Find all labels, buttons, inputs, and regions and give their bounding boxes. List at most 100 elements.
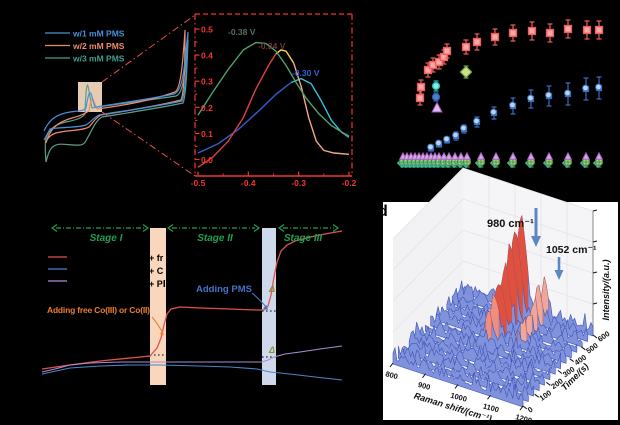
triangle-marker <box>544 151 554 160</box>
legend-a-label-3: w/3 mM PMS <box>72 54 125 64</box>
inset-xtick-label: -0.5 <box>191 178 206 188</box>
triangle-marker <box>594 151 604 160</box>
triangle-marker <box>439 151 449 160</box>
time-tick <box>592 334 598 339</box>
waterfall-row <box>441 284 572 359</box>
pink-square <box>472 37 482 47</box>
intensity-tick <box>592 209 598 212</box>
wall-grid <box>462 167 594 212</box>
raman-tick-label: 1200 <box>514 412 532 425</box>
legend-c-fragment-3-stroke <box>163 280 165 287</box>
inset-peak-label-034: -0.34 V <box>258 41 286 51</box>
raman-tick <box>454 384 459 389</box>
delta-symbol-2: Δ <box>268 345 275 355</box>
inset-peak-label-038: -0.38 V <box>228 27 256 37</box>
wall-grid <box>392 167 464 240</box>
triangle-marker <box>434 151 444 160</box>
raman-tick-label: 1100 <box>482 401 500 414</box>
wall-grid <box>462 229 594 274</box>
waterfall-row <box>398 345 529 402</box>
intensity-axis-label: Intensity/(a.u.) <box>601 259 611 320</box>
delta-symbol-1: Δ <box>268 284 275 294</box>
triangle-marker <box>462 151 472 160</box>
triangle-marker <box>581 151 591 160</box>
legend-c-fragment-1: + fr <box>149 253 164 263</box>
legend-a: w/1 mM PMS w/2 mM PMS w/3 mM PMS <box>45 29 125 64</box>
light-blue-circle <box>545 91 552 99</box>
row-body <box>403 340 535 397</box>
raman-tick-label: 800 <box>384 369 398 381</box>
inset-xtick-label: -0.3 <box>291 178 306 188</box>
inset-curve-w-3-mM-PMS <box>197 41 266 116</box>
pink-square <box>415 93 425 103</box>
inset-curve-w-2-mM-PMS <box>292 62 350 155</box>
single-blue-circle <box>431 92 441 102</box>
time-tick-label: 0 <box>526 405 535 415</box>
inset-curve-w-2-mM-PMS <box>197 53 277 168</box>
waterfall-row <box>408 330 540 392</box>
light-blue-circle <box>509 101 516 109</box>
curve-blue <box>41 364 343 381</box>
peak-arrowhead-980 <box>531 236 541 247</box>
wall-grid <box>392 198 464 271</box>
time-tick <box>557 370 563 374</box>
zoom-connector-bottom <box>101 111 196 177</box>
pink-square <box>434 57 444 67</box>
dotted-reference-lines <box>150 310 280 358</box>
inset-xtick-label: -0.2 <box>342 178 357 188</box>
inset-ytick-label: 0.5 <box>201 25 213 35</box>
intensity-tick <box>592 271 598 274</box>
inset-ytick-label: 0.1 <box>201 129 213 139</box>
stage-arrowhead-right <box>332 224 340 232</box>
row-body <box>398 345 529 402</box>
row-body <box>419 325 551 381</box>
time-tick <box>522 405 528 410</box>
time-tick <box>546 381 551 386</box>
pink-square <box>423 65 433 75</box>
waterfall-row <box>392 346 524 408</box>
pink-square <box>508 28 518 38</box>
legend-c-fragment-3: + P <box>149 279 163 289</box>
triangle-marker <box>526 151 536 160</box>
cv-curve-2mm <box>45 29 186 144</box>
series-blue-circles <box>427 76 603 152</box>
single-control-points <box>431 65 473 113</box>
pink-square <box>545 28 555 38</box>
stage-arrowhead-left <box>166 224 174 232</box>
raman-tick <box>422 373 426 379</box>
light-blue-circle <box>435 139 442 147</box>
triangle-marker <box>450 151 460 160</box>
current-time-curves <box>41 230 343 381</box>
inset-curves <box>197 41 350 168</box>
cv-curve-1mm <box>43 31 189 141</box>
time-tick <box>569 358 574 363</box>
intensity-tick <box>592 240 598 243</box>
inset-curve-w-1-mM-PMS <box>197 81 292 154</box>
raman-tick-label: 1000 <box>449 391 467 404</box>
wall-grid <box>392 229 464 302</box>
light-blue-circle <box>427 143 434 151</box>
triangle-marker <box>444 151 454 160</box>
wall-grid <box>392 260 464 333</box>
panel-b-scatter <box>396 19 604 169</box>
series-bottom-cluster <box>396 151 604 169</box>
annotation-adding-pms-arrow <box>251 292 267 308</box>
panel-c-chronoamperometry: + fr + C + P Stage I Stage II Stage III … <box>41 224 343 385</box>
raman-tick-label: 900 <box>417 380 431 392</box>
inset-peak-label-030: -0.30 V <box>292 68 320 78</box>
light-blue-circle <box>595 83 602 91</box>
inset-curve-w-3-mM-PMS <box>265 42 350 137</box>
stage-arrowhead-left <box>50 224 58 232</box>
stage-arrow-lines <box>50 224 340 232</box>
pink-square <box>582 25 592 35</box>
panel-d-raman-3d: d 8009001000110012000100200300400500600 … <box>378 167 618 425</box>
event-band-peach <box>150 228 166 385</box>
inset-ytick-label: 0.2 <box>201 103 213 113</box>
inset-curve-w-2-mM-PMS <box>275 49 295 64</box>
peak-label-980: 980 cm⁻¹ <box>487 218 534 230</box>
peak-arrowhead-1052 <box>554 270 564 280</box>
light-blue-circle <box>473 117 480 125</box>
diamond-marker <box>459 65 473 79</box>
stage-label-3: Stage III <box>284 233 323 244</box>
